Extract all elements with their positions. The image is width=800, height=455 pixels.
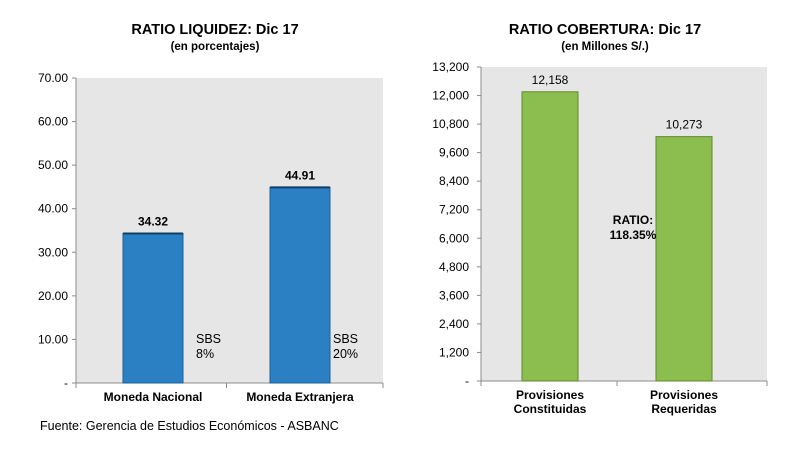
left-y-tick-label: 50.00 — [38, 158, 68, 172]
left-category-label: Moneda Extranjera — [246, 390, 354, 404]
left-annotation: SBS — [333, 332, 358, 346]
right-annotation: 118.35% — [610, 228, 657, 242]
left-annotation: 8% — [196, 347, 214, 361]
left-y-tick-label: 30.00 — [38, 245, 68, 259]
left-data-label: 44.91 — [285, 168, 315, 182]
left-y-tick-label: 70.00 — [38, 71, 68, 85]
right-y-tick-label: 4,800 — [439, 260, 469, 274]
right-chart-subtitle: (en Millones S/.) — [561, 41, 649, 53]
right-y-tick-label: 1,200 — [439, 345, 469, 359]
right-y-tick-label: 6,000 — [439, 231, 469, 245]
left-bar — [269, 186, 331, 384]
right-y-tick-label: 3,600 — [439, 288, 469, 302]
left-chart-subtitle: (en porcentajes) — [170, 41, 260, 53]
left-chart-title: RATIO LIQUIDEZ: Dic 17 — [131, 22, 299, 38]
right-category-label: Provisiones — [516, 388, 584, 402]
left-category-label: Moneda Nacional — [104, 390, 203, 404]
right-y-tick-label: 2,400 — [439, 317, 469, 331]
left-annotation: SBS — [196, 332, 221, 346]
left-y-tick-label: 40.00 — [38, 202, 68, 216]
right-y-tick-label: 13,200 — [432, 60, 469, 74]
right-y-tick-label: 10,800 — [432, 117, 469, 131]
right-category-label: Requeridas — [651, 402, 717, 416]
right-data-label: 12,158 — [532, 73, 569, 87]
right-annotation: RATIO: — [613, 213, 653, 227]
right-y-tick-label: 9,600 — [439, 146, 469, 160]
right-category-label: Constituidas — [514, 402, 587, 416]
right-y-tick-label: 12,000 — [432, 89, 469, 103]
right-bar — [521, 91, 579, 382]
left-bar — [122, 232, 184, 384]
source-note: Fuente: Gerencia de Estudios Económicos … — [40, 419, 339, 433]
right-y-tick-label: 7,200 — [439, 203, 469, 217]
left-data-label: 34.32 — [138, 214, 168, 228]
right-y-tick-label: - — [465, 374, 469, 388]
left-y-tick-label: 20.00 — [38, 289, 68, 303]
right-bar — [655, 136, 713, 382]
left-y-tick-label: 10.00 — [38, 332, 68, 346]
right-category-label: Provisiones — [650, 388, 718, 402]
right-data-label: 10,273 — [666, 118, 703, 132]
left-annotation: 20% — [333, 347, 358, 361]
left-y-tick-label: 60.00 — [38, 115, 68, 129]
right-chart-title: RATIO COBERTURA: Dic 17 — [508, 22, 702, 38]
right-y-tick-label: 8,400 — [439, 174, 469, 188]
left-y-tick-label: - — [64, 376, 68, 390]
